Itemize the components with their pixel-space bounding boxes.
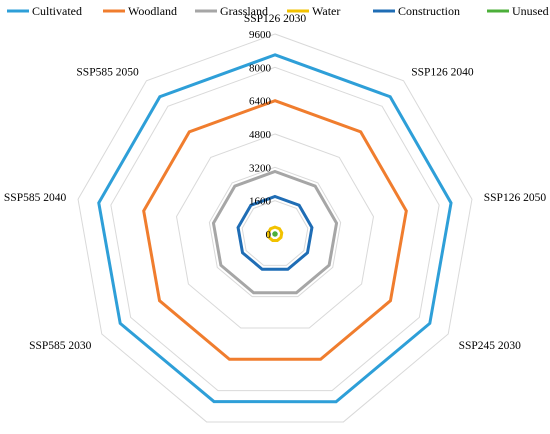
- series-line-construction: [236, 194, 314, 271]
- grid-ring: [208, 166, 342, 298]
- category-label: SSP126 2040: [411, 67, 474, 79]
- r-tick-label: 9600: [249, 29, 272, 41]
- r-tick-label: 1600: [249, 196, 272, 208]
- r-tick-label: 8000: [249, 62, 272, 74]
- category-labels: SSP126 2030 SSP126 2040 SSP126 2050 SSP245 …: [4, 13, 547, 352]
- r-tick-label: 6400: [249, 96, 272, 108]
- grid-ring: [175, 133, 375, 329]
- series-line-water: [266, 225, 284, 242]
- legend-label-construction: Construction: [398, 4, 460, 18]
- grid-ring: [110, 66, 440, 392]
- series-line-unused: [272, 231, 278, 237]
- category-label: SSP585 2030: [29, 340, 92, 352]
- category-label: SSP585 2050: [76, 67, 139, 79]
- legend: Cultivated Woodland Grassland Water Construc…: [7, 4, 549, 18]
- r-tick-label: 0: [266, 229, 272, 241]
- r-tick-label: 4800: [249, 129, 272, 141]
- category-label: SSP126 2050: [484, 192, 547, 204]
- grid-ring: [241, 200, 309, 266]
- category-label: SSP245 2030: [459, 340, 522, 352]
- legend-label-grassland: Grassland: [220, 4, 268, 18]
- r-tick-label: 3200: [249, 162, 272, 174]
- grid-ring: [77, 33, 473, 423]
- series-line-grassland: [211, 169, 339, 295]
- series-line-cultivated: [97, 53, 453, 404]
- radial-tick-labels: 0 1600 3200 4800 6400 8000 9600: [249, 29, 272, 241]
- series-line-woodland: [142, 99, 408, 361]
- category-label: SSP585 2040: [4, 192, 67, 204]
- legend-label-unused: Unused: [512, 4, 549, 18]
- legend-label-cultivated: Cultivated: [32, 4, 82, 18]
- legend-label-woodland: Woodland: [128, 4, 177, 18]
- category-label: SSP126 2030: [244, 13, 307, 25]
- radar-series: [97, 53, 453, 404]
- legend-label-water: Water: [312, 4, 340, 18]
